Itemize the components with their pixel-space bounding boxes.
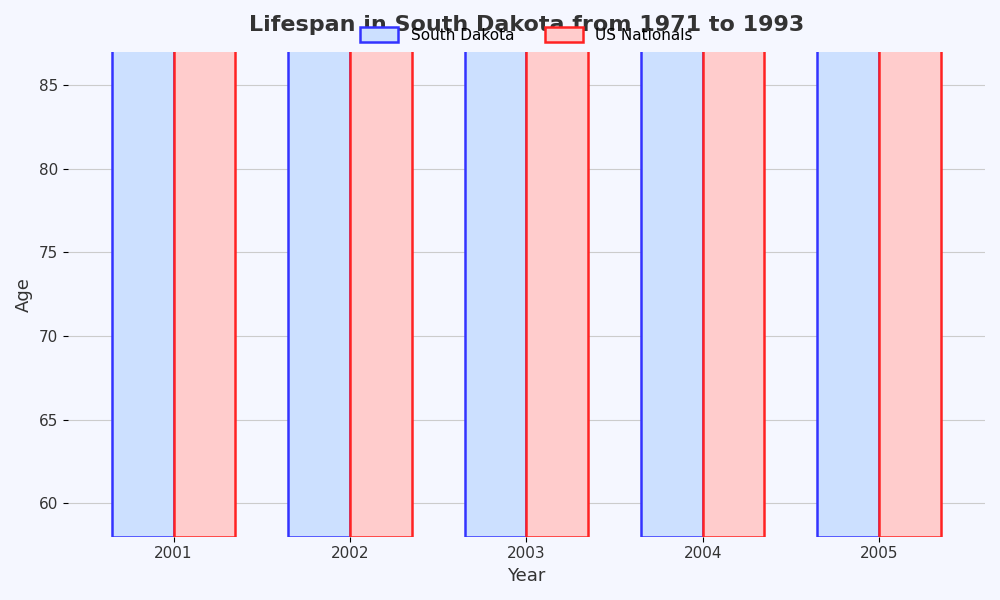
Bar — [465, 0, 526, 537]
Bar — [350, 0, 412, 537]
Title: Lifespan in South Dakota from 1971 to 1993: Lifespan in South Dakota from 1971 to 19… — [249, 15, 804, 35]
Bar — [703, 0, 764, 537]
Bar — [526, 0, 588, 537]
Legend: South Dakota, US Nationals: South Dakota, US Nationals — [354, 20, 699, 49]
Bar — [112, 0, 174, 537]
Bar — [288, 0, 350, 537]
Bar — [641, 0, 703, 537]
Bar — [817, 0, 879, 537]
Bar — [879, 0, 941, 537]
X-axis label: Year: Year — [507, 567, 546, 585]
Bar — [174, 0, 235, 537]
Y-axis label: Age: Age — [15, 277, 33, 312]
